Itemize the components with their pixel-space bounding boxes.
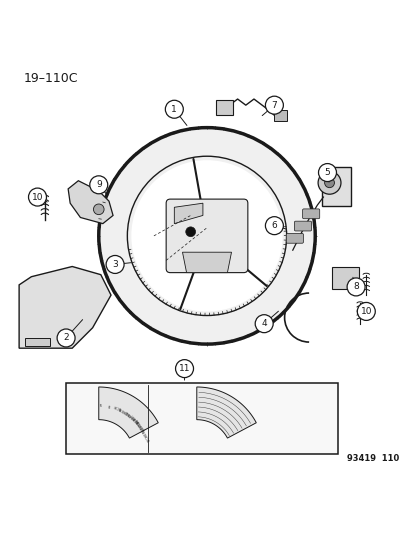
- FancyBboxPatch shape: [216, 100, 232, 115]
- Text: 8: 8: [352, 282, 358, 292]
- Text: 10: 10: [360, 307, 371, 316]
- FancyBboxPatch shape: [331, 267, 358, 288]
- Polygon shape: [182, 252, 231, 272]
- Circle shape: [57, 329, 75, 347]
- Circle shape: [346, 278, 364, 296]
- Text: SICH: SICH: [112, 403, 122, 410]
- Circle shape: [265, 96, 282, 114]
- FancyBboxPatch shape: [294, 221, 311, 231]
- Polygon shape: [196, 387, 256, 438]
- Ellipse shape: [131, 160, 282, 311]
- FancyBboxPatch shape: [321, 167, 350, 206]
- Polygon shape: [99, 387, 158, 438]
- Text: SICHERHEIT: SICHERHEIT: [129, 413, 146, 431]
- FancyBboxPatch shape: [285, 233, 303, 243]
- Polygon shape: [25, 338, 50, 346]
- Text: 7: 7: [271, 101, 277, 110]
- Circle shape: [317, 171, 340, 194]
- Circle shape: [165, 100, 183, 118]
- Circle shape: [175, 360, 193, 377]
- Text: SICHER: SICHER: [118, 406, 131, 416]
- Text: S: S: [99, 401, 102, 406]
- Text: 11: 11: [178, 364, 190, 373]
- FancyBboxPatch shape: [273, 110, 287, 121]
- Circle shape: [185, 227, 195, 237]
- Polygon shape: [174, 203, 202, 224]
- Polygon shape: [19, 266, 111, 348]
- Text: 1: 1: [171, 105, 177, 114]
- Text: 2: 2: [63, 334, 69, 343]
- Text: SICHERHEITSH: SICHERHEITSH: [134, 417, 151, 441]
- Bar: [66, 383, 337, 455]
- Text: 9: 9: [96, 180, 102, 189]
- Circle shape: [324, 178, 334, 188]
- Text: 4: 4: [261, 319, 266, 328]
- Circle shape: [90, 176, 107, 194]
- Text: 10: 10: [32, 192, 43, 201]
- Text: SI: SI: [107, 402, 111, 407]
- FancyBboxPatch shape: [302, 209, 319, 219]
- Text: 5: 5: [324, 168, 330, 177]
- Text: 93419  110: 93419 110: [346, 454, 398, 463]
- Circle shape: [93, 204, 104, 215]
- Circle shape: [254, 314, 273, 333]
- Text: 6: 6: [271, 221, 277, 230]
- Circle shape: [265, 217, 282, 235]
- Circle shape: [318, 164, 336, 182]
- Polygon shape: [68, 181, 113, 224]
- FancyBboxPatch shape: [166, 199, 247, 272]
- Circle shape: [106, 255, 124, 273]
- Text: SICHERHE: SICHERHE: [123, 408, 140, 423]
- Text: 19–110C: 19–110C: [23, 72, 78, 85]
- Text: 3: 3: [112, 260, 118, 269]
- Ellipse shape: [99, 127, 314, 344]
- Circle shape: [356, 302, 374, 320]
- Circle shape: [28, 188, 46, 206]
